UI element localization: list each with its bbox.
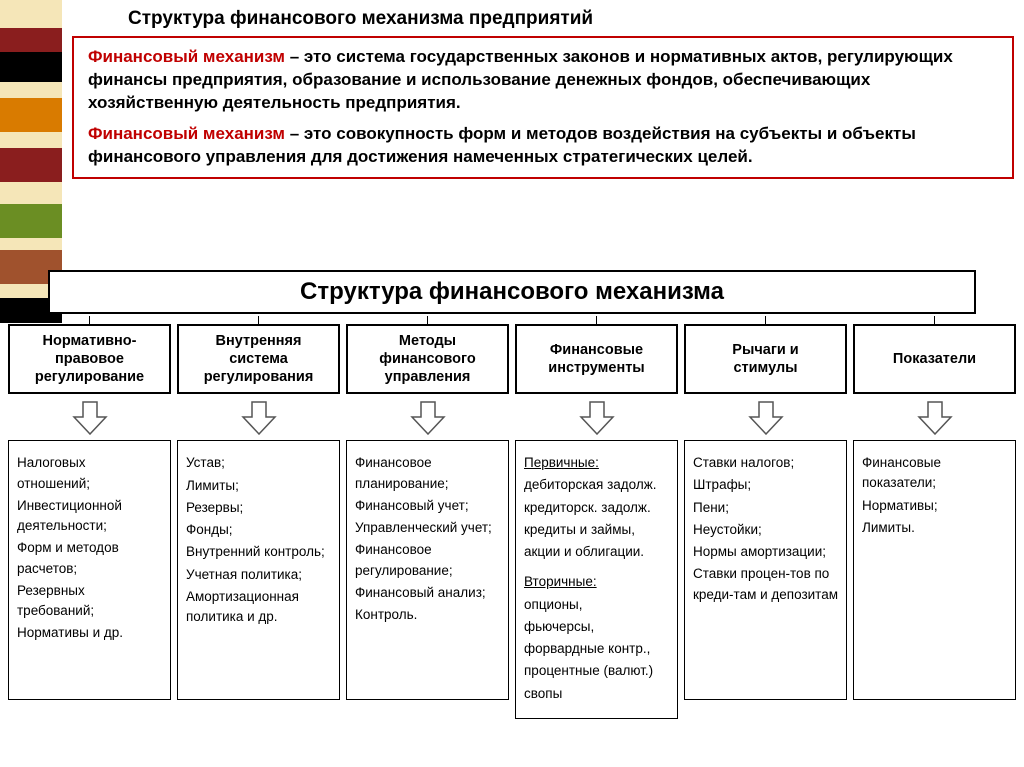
category-header: Методыфинансовогоуправления: [346, 324, 509, 394]
category-header: Финансовыеинструменты: [515, 324, 678, 394]
category-column: Финансовыеинструменты Первичные:дебиторск…: [515, 316, 678, 719]
detail-item: свопы: [524, 684, 669, 704]
category-detail-box: Финансовые показатели;Нормативы;Лимиты.: [853, 440, 1016, 700]
detail-item: Форм и методов расчетов;: [17, 538, 162, 579]
detail-item: Инвестиционной деятельности;: [17, 496, 162, 537]
definition-1: Финансовый механизм – это система госуда…: [88, 46, 998, 115]
arrow-wrap: [917, 398, 953, 438]
category-detail-box: Первичные:дебиторская задолж. кредиторск.…: [515, 440, 678, 719]
deco-stripe: [0, 238, 62, 250]
category-header: Внутренняясистемарегулирования: [177, 324, 340, 394]
detail-item: Финансовые показатели;: [862, 453, 1007, 494]
category-detail-box: Финансовое планирование;Финансовый учет;…: [346, 440, 509, 700]
detail-group-title: Вторичные:: [524, 572, 669, 592]
detail-item: Нормативы и др.: [17, 623, 162, 643]
category-column: Рычаги истимулы Ставки налогов;Штрафы; Пен…: [684, 316, 847, 719]
detail-item: Резервы;: [186, 498, 331, 518]
deco-stripe: [0, 82, 62, 98]
detail-item: Устав;: [186, 453, 331, 473]
down-arrow-icon: [917, 401, 953, 435]
detail-item: Ставки налогов;: [693, 453, 838, 473]
detail-item: Лимиты.: [862, 518, 1007, 538]
detail-item: Амортизационная политика и др.: [186, 587, 331, 628]
down-arrow-icon: [241, 401, 277, 435]
arrow-wrap: [241, 398, 277, 438]
detail-item: Контроль.: [355, 605, 500, 625]
detail-item: Финансовый анализ;: [355, 583, 500, 603]
down-arrow-icon: [748, 401, 784, 435]
category-detail-box: Ставки налогов;Штрафы; Пени;Неустойки;Нор…: [684, 440, 847, 700]
term-2: Финансовый механизм: [88, 124, 285, 143]
category-detail-box: Устав; Лимиты;Резервы;Фонды;Внутренний ко…: [177, 440, 340, 700]
detail-item: дебиторская задолж.: [524, 475, 669, 495]
categories-row: Нормативно-правовоерегулирование Налоговы…: [8, 316, 1016, 719]
connector-line: [934, 316, 936, 324]
category-column: Показатели Финансовые показатели;Норматив…: [853, 316, 1016, 719]
category-header: Нормативно-правовоерегулирование: [8, 324, 171, 394]
detail-item: Нормы амортизации;: [693, 542, 838, 562]
deco-stripe: [0, 0, 62, 28]
detail-item: Штрафы;: [693, 475, 838, 495]
arrow-wrap: [748, 398, 784, 438]
arrow-wrap: [72, 398, 108, 438]
structure-diagram: Структура финансового механизма Норматив…: [8, 270, 1016, 719]
structure-main-box: Структура финансового механизма: [48, 270, 976, 314]
arrow-wrap: [579, 398, 615, 438]
connector-line: [258, 316, 260, 324]
deco-stripe: [0, 182, 62, 204]
down-arrow-icon: [410, 401, 446, 435]
detail-item: процентные (валют.): [524, 661, 669, 681]
detail-item: Неустойки;: [693, 520, 838, 540]
detail-item: кредиторск. задолж.: [524, 498, 669, 518]
deco-stripe: [0, 28, 62, 52]
detail-item: Налоговых отношений;: [17, 453, 162, 494]
connector-line: [427, 316, 429, 324]
page-title: Структура финансового механизма предприя…: [128, 8, 1014, 30]
detail-item: Пени;: [693, 498, 838, 518]
detail-item: Финансовое планирование;: [355, 453, 500, 494]
detail-item: Нормативы;: [862, 496, 1007, 516]
deco-stripe: [0, 204, 62, 238]
detail-item: Финансовый учет;: [355, 496, 500, 516]
deco-stripe: [0, 148, 62, 182]
connector-line: [596, 316, 598, 324]
term-1: Финансовый механизм: [88, 47, 285, 66]
detail-item: Лимиты;: [186, 476, 331, 496]
detail-item: Резервных требований;: [17, 581, 162, 622]
category-detail-box: Налоговых отношений;Инвестиционной деяте…: [8, 440, 171, 700]
connector-line: [89, 316, 91, 324]
detail-item: Фонды;: [186, 520, 331, 540]
down-arrow-icon: [579, 401, 615, 435]
detail-item: Финансовое регулирование;: [355, 540, 500, 581]
category-header: Показатели: [853, 324, 1016, 394]
category-column: Нормативно-правовоерегулирование Налоговы…: [8, 316, 171, 719]
category-column: Внутренняясистемарегулирования Устав; Лими…: [177, 316, 340, 719]
detail-item: Ставки процен-тов по креди-там и депозит…: [693, 564, 838, 605]
deco-stripe: [0, 98, 62, 132]
detail-group-title: Первичные:: [524, 453, 669, 473]
detail-item: Внутренний контроль;: [186, 542, 331, 562]
detail-item: фьючерсы,: [524, 617, 669, 637]
category-column: Методыфинансовогоуправления Финансовое пл…: [346, 316, 509, 719]
deco-stripe: [0, 52, 62, 82]
definition-2: Финансовый механизм – это совокупность ф…: [88, 123, 998, 169]
detail-item: форвардные контр.,: [524, 639, 669, 659]
detail-item: Управленческий учет;: [355, 518, 500, 538]
detail-item: акции и облигации.: [524, 542, 669, 562]
content-area: Структура финансового механизма предприя…: [72, 8, 1014, 199]
category-header: Рычаги истимулы: [684, 324, 847, 394]
arrow-wrap: [410, 398, 446, 438]
connector-line: [765, 316, 767, 324]
detail-item: кредиты и займы,: [524, 520, 669, 540]
down-arrow-icon: [72, 401, 108, 435]
definition-box: Финансовый механизм – это система госуда…: [72, 36, 1014, 179]
detail-item: Учетная политика;: [186, 565, 331, 585]
deco-stripe: [0, 132, 62, 148]
detail-item: опционы,: [524, 595, 669, 615]
